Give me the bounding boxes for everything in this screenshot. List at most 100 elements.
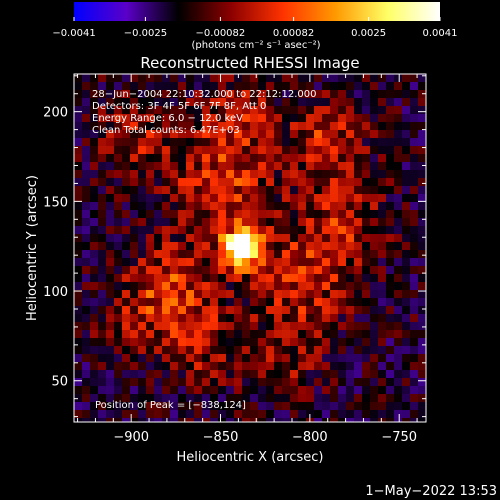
heatmap-cell — [74, 90, 83, 99]
heatmap-cell — [74, 306, 83, 315]
heatmap-cell — [242, 202, 251, 211]
heatmap-cell — [154, 170, 163, 179]
heatmap-cell — [346, 178, 355, 187]
heatmap-cell — [378, 98, 387, 107]
heatmap-cell — [146, 394, 155, 403]
heatmap-cell — [138, 114, 147, 123]
heatmap-cell — [74, 386, 83, 395]
heatmap-cell — [122, 162, 131, 171]
heatmap-cell — [322, 186, 331, 195]
heatmap-cell — [90, 370, 99, 379]
heatmap-cell — [370, 138, 379, 147]
heatmap-cell — [210, 114, 219, 123]
heatmap-cell — [226, 194, 235, 203]
heatmap-cell — [330, 250, 339, 259]
heatmap-cell — [122, 90, 131, 99]
heatmap-cell — [210, 386, 219, 395]
heatmap-cell — [394, 290, 403, 299]
heatmap-cell — [298, 410, 307, 419]
heatmap-cell — [74, 322, 83, 331]
heatmap-cell — [266, 106, 275, 115]
heatmap-cell — [306, 322, 315, 331]
heatmap-cell — [154, 218, 163, 227]
heatmap-cell — [258, 178, 267, 187]
heatmap-cell — [170, 130, 179, 139]
heatmap-cell — [378, 298, 387, 307]
heatmap-cell — [330, 114, 339, 123]
heatmap-cell — [90, 282, 99, 291]
heatmap-cell — [322, 138, 331, 147]
heatmap-cell — [234, 410, 243, 419]
heatmap-cell — [154, 202, 163, 211]
heatmap-cell — [338, 418, 347, 422]
heatmap-cell — [194, 338, 203, 347]
heatmap-cell — [194, 354, 203, 363]
heatmap-cell — [106, 82, 115, 91]
heatmap-cell — [354, 106, 363, 115]
heatmap-cell — [154, 258, 163, 267]
heatmap-cell — [130, 290, 139, 299]
heatmap-cell — [122, 106, 131, 115]
heatmap-cell — [106, 106, 115, 115]
heatmap-cell — [298, 218, 307, 227]
heatmap-cell — [154, 178, 163, 187]
heatmap-cell — [186, 82, 195, 91]
heatmap-cell — [314, 410, 323, 419]
heatmap-cell — [130, 266, 139, 275]
heatmap-cell — [90, 114, 99, 123]
heatmap-cell — [98, 130, 107, 139]
heatmap-cell — [154, 186, 163, 195]
heatmap-cell — [90, 378, 99, 387]
heatmap-cell — [322, 394, 331, 403]
heatmap-cell — [314, 186, 323, 195]
heatmap-cell — [226, 322, 235, 331]
heatmap-cell — [410, 226, 419, 235]
heatmap-cell — [90, 186, 99, 195]
heatmap-cell — [162, 418, 171, 422]
heatmap-cell — [322, 114, 331, 123]
heatmap-cell — [98, 290, 107, 299]
heatmap-cell — [330, 82, 339, 91]
heatmap-cell — [146, 274, 155, 283]
heatmap-cell — [202, 274, 211, 283]
heatmap-cell — [106, 122, 115, 131]
heatmap-cell — [106, 202, 115, 211]
heatmap-cell — [346, 114, 355, 123]
heatmap-cell — [306, 274, 315, 283]
heatmap-cell — [162, 322, 171, 331]
heatmap-cell — [370, 338, 379, 347]
heatmap-cell — [346, 274, 355, 283]
heatmap-cell — [330, 234, 339, 243]
heatmap-cell — [130, 298, 139, 307]
heatmap-cell — [282, 282, 291, 291]
heatmap-cell — [178, 242, 187, 251]
heatmap-cell — [186, 226, 195, 235]
heatmap-cell — [202, 282, 211, 291]
heatmap-cell — [218, 290, 227, 299]
heatmap-cell — [122, 418, 131, 422]
heatmap-cell — [274, 114, 283, 123]
heatmap-cell — [394, 306, 403, 315]
heatmap-cell — [298, 162, 307, 171]
heatmap-cell — [202, 378, 211, 387]
heatmap-cell — [410, 282, 419, 291]
heatmap-cell — [106, 90, 115, 99]
heatmap-cell — [74, 226, 83, 235]
heatmap-cell — [74, 338, 83, 347]
heatmap-cell — [282, 194, 291, 203]
heatmap-cell — [186, 242, 195, 251]
heatmap-cell — [98, 242, 107, 251]
heatmap-cell — [266, 370, 275, 379]
heatmap-cell — [266, 298, 275, 307]
heatmap-cell — [90, 274, 99, 283]
heatmap-cell — [402, 242, 411, 251]
heatmap-cell — [226, 98, 235, 107]
heatmap-cell — [210, 106, 219, 115]
heatmap-cell — [218, 346, 227, 355]
heatmap-cell — [122, 154, 131, 163]
heatmap-cell — [186, 322, 195, 331]
heatmap-cell — [210, 266, 219, 275]
heatmap-cell — [290, 146, 299, 155]
heatmap-cell — [402, 146, 411, 155]
heatmap-cell — [82, 378, 91, 387]
